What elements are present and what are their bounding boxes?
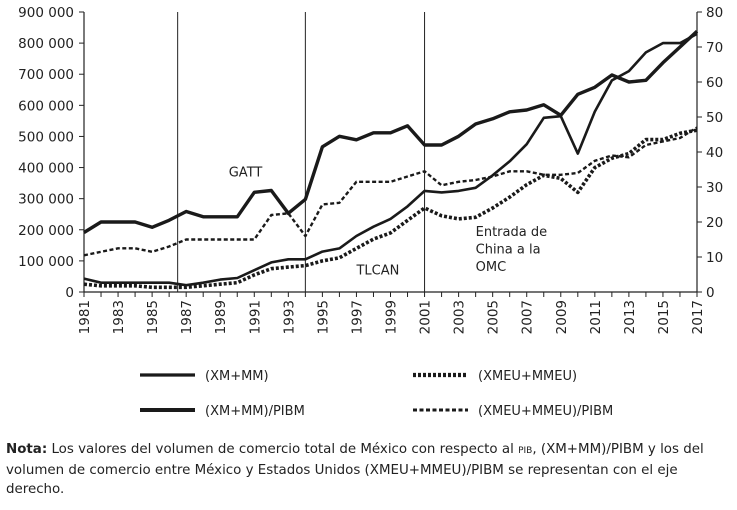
series-line: [83, 126, 698, 257]
y-left-tick-label: 200 000: [18, 223, 74, 239]
chart-annotations: GATT TLCAN Entrada de China a la OMC: [229, 166, 547, 279]
chart-series: [83, 30, 699, 290]
x-tick-label: 1995: [315, 300, 331, 334]
legend-label: (XMEU+MMEU)/PIBM: [478, 404, 613, 419]
series-line: [83, 32, 698, 287]
x-tick-label: 2007: [520, 300, 536, 334]
x-tick-label: 2011: [588, 300, 604, 334]
trade-chart: 0 100 000 200 000 300 000 400 000 500 000 600 …: [18, 5, 723, 419]
legend-label: (XM+MM): [205, 369, 269, 384]
series-line: [83, 128, 698, 290]
y-left-tick-label: 700 000: [18, 67, 74, 83]
x-tick-label: 1993: [281, 300, 297, 334]
x-tick-label: 1997: [349, 300, 365, 334]
chart-axes: 0 100 000 200 000 300 000 400 000 500 000 600 …: [18, 5, 723, 334]
annotation-label: OMC: [476, 260, 507, 275]
y-left-tick-label: 800 000: [18, 36, 74, 52]
y-left-tick-label: 300 000: [18, 192, 74, 208]
y-right-tick-label: 10: [706, 250, 723, 266]
x-tick-label: 2005: [486, 300, 502, 334]
chart-note: Nota: Los valores del volumen de comerci…: [6, 440, 734, 499]
x-tick-label: 2015: [656, 300, 672, 334]
annotation-label: China a la: [476, 243, 541, 258]
y-right-tick-label: 20: [706, 215, 723, 231]
x-tick-label: 1989: [213, 300, 229, 334]
y-right-tick-label: 70: [706, 40, 723, 56]
y-right-tick-label: 60: [706, 75, 723, 91]
annotation-label: GATT: [229, 166, 263, 181]
series-line: [83, 30, 699, 234]
y-left-tick-label: 0: [65, 285, 74, 301]
x-tick-label: 1985: [145, 300, 161, 334]
chart-legend: (XM+MM) (XMEU+MMEU) (XM+MM)/PIBM (XMEU+MMEU…: [140, 369, 613, 419]
annotation-label: TLCAN: [355, 264, 399, 279]
y-left-tick-label: 400 000: [18, 161, 74, 177]
y-right-tick-label: 0: [706, 285, 715, 301]
x-tick-label: 1987: [179, 300, 195, 334]
event-lines: [177, 12, 426, 292]
note-text-2: , (XM+MM)/PIBM y los del volumen de come…: [6, 442, 704, 497]
note-small-pib: PIB: [518, 446, 533, 456]
x-tick-label: 2013: [622, 300, 638, 334]
y-left-tick-label: 500 000: [18, 129, 74, 145]
y-left-tick-label: 900 000: [18, 5, 74, 21]
x-tick-label: 1983: [111, 300, 127, 334]
x-tick-label: 2017: [690, 300, 706, 334]
x-tick-label: 2009: [554, 300, 570, 334]
note-text-1: Los valores del volumen de comercio tota…: [47, 442, 519, 457]
note-label: Nota:: [6, 442, 48, 457]
x-tick-label: 1999: [384, 300, 400, 334]
legend-label: (XMEU+MMEU): [478, 369, 577, 384]
x-tick-label: 1981: [77, 300, 93, 334]
y-left-tick-label: 600 000: [18, 98, 74, 114]
y-right-tick-label: 80: [706, 5, 723, 21]
x-tick-label: 1991: [247, 300, 263, 334]
legend-label: (XM+MM)/PIBM: [205, 404, 305, 419]
y-right-tick-label: 30: [706, 180, 723, 196]
x-tick-label: 2001: [418, 300, 434, 334]
y-right-tick-label: 50: [706, 110, 723, 126]
y-left-tick-label: 100 000: [18, 254, 74, 270]
y-right-tick-label: 40: [706, 145, 723, 161]
annotation-label: Entrada de: [476, 225, 547, 240]
x-tick-label: 2003: [452, 300, 468, 334]
